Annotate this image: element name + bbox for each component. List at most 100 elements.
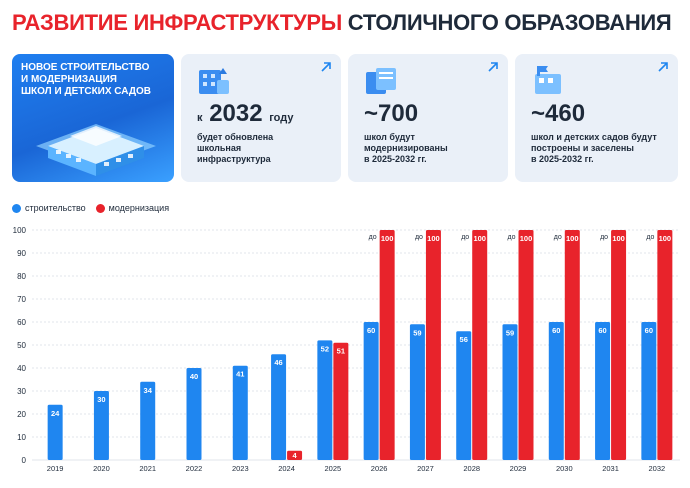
data-label-construction: 56 [460, 335, 468, 344]
bar-modernization [333, 342, 349, 460]
y-tick-label: 10 [17, 433, 26, 442]
chart-legend: строительство модернизация [12, 203, 169, 213]
bar-construction [186, 368, 202, 460]
x-tick-label: 2022 [186, 464, 203, 473]
data-label-construction: 59 [506, 328, 514, 337]
data-label-prefix: до [508, 234, 516, 241]
legend-item-construction: строительство [12, 203, 86, 213]
bar-modernization [657, 230, 673, 460]
x-tick-label: 2021 [139, 464, 156, 473]
desc-line: будет обновлена [197, 132, 274, 142]
arrow-up-right-icon[interactable] [656, 60, 670, 74]
y-tick-label: 90 [17, 249, 26, 258]
x-tick-label: 2019 [47, 464, 64, 473]
data-label-construction: 24 [51, 409, 60, 418]
data-label-prefix: до [369, 234, 377, 241]
data-label-construction: 60 [552, 326, 560, 335]
desc-line: инфраструктура [197, 154, 271, 164]
bar-modernization [472, 230, 488, 460]
stat-description: школ и детских садов будут построены и з… [531, 132, 661, 165]
bar-construction [363, 322, 379, 460]
bar-modernization [611, 230, 627, 460]
bar-modernization [518, 230, 534, 460]
data-label-modernization: 100 [473, 234, 486, 243]
data-label-construction: 40 [190, 372, 198, 381]
x-tick-label: 2025 [325, 464, 342, 473]
y-tick-label: 30 [17, 387, 26, 396]
hero-card: НОВОЕ СТРОИТЕЛЬСТВО И МОДЕРНИЗАЦИЯ ШКОЛ … [12, 54, 174, 182]
x-tick-label: 2031 [602, 464, 619, 473]
x-tick-label: 2032 [649, 464, 666, 473]
bar-construction [93, 391, 109, 460]
data-label-modernization: 51 [337, 347, 345, 356]
bar-construction [271, 354, 287, 460]
data-label-modernization: 100 [566, 234, 579, 243]
data-label-construction: 52 [321, 344, 329, 353]
y-tick-label: 80 [17, 272, 26, 281]
x-tick-label: 2029 [510, 464, 527, 473]
stat-number: ~460 [531, 100, 586, 127]
bar-modernization [425, 230, 441, 460]
data-label-modernization: 100 [520, 234, 533, 243]
y-tick-label: 0 [22, 456, 27, 465]
title-part-red: РАЗВИТИЕ ИНФРАСТРУКТУРЫ [12, 10, 342, 35]
x-tick-label: 2023 [232, 464, 249, 473]
y-tick-label: 60 [17, 318, 26, 327]
x-tick-label: 2028 [463, 464, 480, 473]
desc-line: школ и детских садов будут [531, 132, 657, 142]
desc-line: школ будут [364, 132, 415, 142]
desc-line: модернизированы [364, 143, 448, 153]
bar-construction [47, 404, 63, 460]
stat-value: ~460 [531, 100, 585, 128]
stat-number: ~700 [364, 100, 419, 127]
stat-suffix: году [269, 112, 294, 124]
data-label-prefix: до [600, 234, 608, 241]
hero-line: ШКОЛ И ДЕТСКИХ САДОВ [21, 86, 151, 97]
desc-line: в 2025-2032 гг. [531, 154, 594, 164]
stat-card-2032: к 2032 году будет обновлена школьная инф… [181, 54, 341, 182]
y-tick-label: 50 [17, 341, 26, 350]
x-tick-label: 2030 [556, 464, 573, 473]
x-tick-label: 2026 [371, 464, 388, 473]
data-label-prefix: до [554, 234, 562, 241]
stat-description: школ будут модернизированы в 2025-2032 г… [364, 132, 494, 165]
data-label-prefix: до [461, 234, 469, 241]
data-label-construction: 46 [274, 358, 282, 367]
data-label-prefix: до [646, 234, 654, 241]
arrow-up-right-icon[interactable] [319, 60, 333, 74]
legend-label: модернизация [108, 203, 170, 213]
stat-card-460: ~460 школ и детских садов будут построен… [515, 54, 678, 182]
legend-dot-construction [12, 203, 21, 213]
bar-construction [232, 365, 248, 460]
desc-line: в 2025-2032 гг. [364, 154, 427, 164]
data-label-construction: 41 [236, 370, 244, 379]
title-part-dark: СТОЛИЧНОГО ОБРАЗОВАНИЯ [347, 10, 672, 35]
hero-text: НОВОЕ СТРОИТЕЛЬСТВО И МОДЕРНИЗАЦИЯ ШКОЛ … [21, 62, 171, 98]
stat-value: ~700 [364, 100, 418, 128]
stat-value: к 2032 году [197, 100, 294, 128]
y-tick-label: 70 [17, 295, 26, 304]
school-building-icon [36, 124, 156, 176]
data-label-modernization: 4 [292, 451, 297, 460]
legend-dot-modernization [95, 203, 105, 213]
stat-description: будет обновлена школьная инфраструктура [197, 132, 327, 165]
bar-modernization [564, 230, 580, 460]
page-title: РАЗВИТИЕ ИНФРАСТРУКТУРЫ СТОЛИЧНОГО ОБРАЗ… [12, 10, 672, 36]
books-icon [366, 68, 396, 94]
bar-modernization [379, 230, 395, 460]
arrow-up-right-icon[interactable] [486, 60, 500, 74]
legend-item-modernization: модернизация [95, 203, 170, 213]
y-tick-label: 100 [13, 226, 27, 235]
school-icon [199, 68, 229, 94]
y-tick-label: 20 [17, 410, 26, 419]
data-label-modernization: 100 [427, 234, 440, 243]
x-tick-label: 2020 [93, 464, 110, 473]
data-label-construction: 30 [97, 395, 105, 404]
bar-modernization [287, 450, 303, 460]
stat-number: 2032 [209, 100, 263, 127]
bar-construction [317, 340, 333, 460]
y-tick-label: 40 [17, 364, 26, 373]
bar-construction [140, 381, 156, 460]
data-label-construction: 60 [367, 326, 375, 335]
